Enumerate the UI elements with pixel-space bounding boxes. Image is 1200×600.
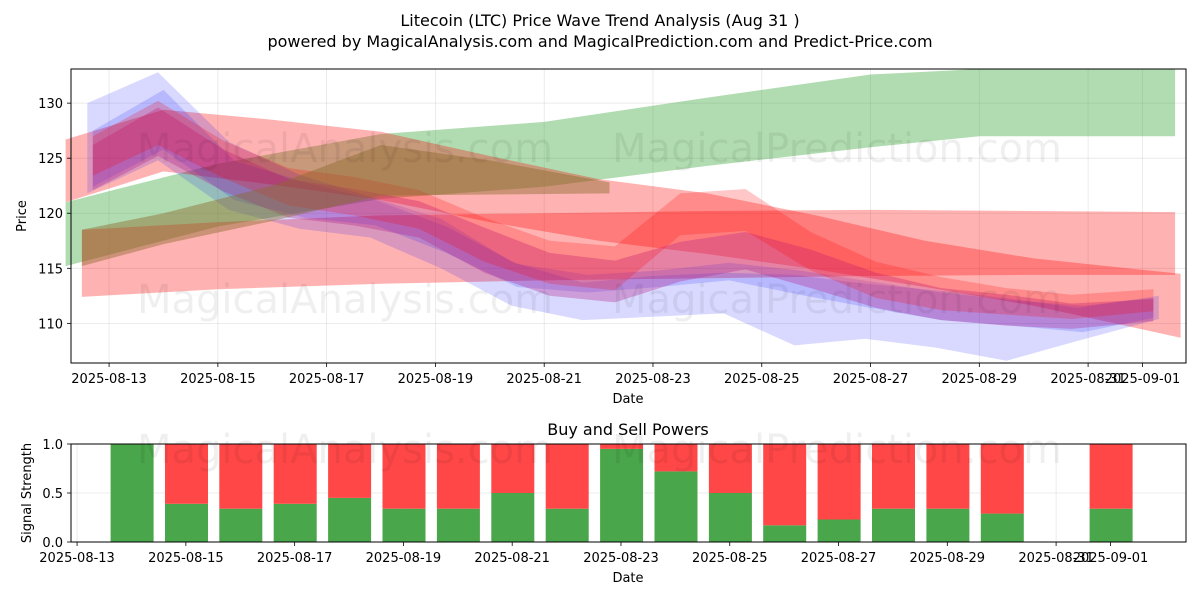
price-x-tick-label: 2025-08-23 — [615, 372, 691, 387]
sell-bar — [273, 444, 317, 504]
price-x-tick-label: 2025-08-31 — [1050, 372, 1126, 387]
signal-y-axis-label: Signal Strength — [20, 443, 35, 543]
sell-bar — [219, 444, 263, 509]
figure-subtitle: powered by MagicalAnalysis.com and Magic… — [267, 32, 932, 51]
signal-x-tick-label: 2025-08-19 — [366, 551, 442, 566]
watermark-bottom-right: MagicalPrediction.com — [612, 277, 1062, 323]
price-x-tick-label: 2025-08-15 — [180, 372, 256, 387]
sell-bar — [817, 444, 861, 520]
buy-bar — [708, 493, 752, 542]
price-x-tick-label: 2025-08-17 — [289, 372, 365, 387]
blue-wave-band — [87, 72, 1159, 361]
red-flat-band — [81, 209, 1176, 297]
signal-x-tick-label: 2025-08-13 — [39, 551, 115, 566]
signal-x-tick-label: 2025-08-23 — [583, 551, 659, 566]
buy-bar — [1089, 508, 1133, 542]
sell-bar — [545, 444, 589, 509]
signal-y-tick-label: 1.0 — [42, 438, 63, 453]
buy-bar — [654, 471, 698, 542]
purple-wave-band — [92, 107, 1154, 329]
buy-bar — [980, 513, 1024, 542]
signal-chart-title: Buy and Sell Powers — [547, 420, 709, 439]
price-y-tick-label: 110 — [38, 317, 63, 332]
signal-y-tick-label: 0.0 — [42, 536, 63, 551]
buy-bar — [328, 497, 372, 542]
buy-bar — [219, 508, 263, 542]
price-y-tick-label: 115 — [38, 262, 63, 277]
figure-title: Litecoin (LTC) Price Wave Trend Analysis… — [400, 11, 799, 30]
sell-bar — [872, 444, 915, 509]
buy-bar — [872, 508, 915, 542]
sell-bar — [926, 444, 970, 509]
signal-watermarks: MagicalAnalysis.com MagicalPrediction.co… — [137, 427, 1062, 473]
buy-bar — [545, 508, 589, 542]
price-x-tick-label: 2025-08-27 — [833, 372, 909, 387]
sell-bar — [654, 444, 698, 472]
watermark-signal-right: MagicalPrediction.com — [612, 427, 1062, 473]
buy-bar — [273, 503, 317, 542]
buy-bar — [110, 444, 154, 542]
sell-bar — [491, 444, 535, 493]
pink-wave-band — [92, 100, 1154, 320]
price-bands — [65, 69, 1181, 361]
price-grid — [71, 69, 1186, 363]
signal-x-axis: 2025-08-13 2025-08-15 2025-08-17 2025-08-19… — [39, 542, 1148, 566]
sell-bar — [980, 444, 1024, 514]
signal-bars — [110, 444, 1133, 542]
sell-bar — [763, 444, 807, 526]
buy-bar — [600, 448, 644, 542]
green-uptrend-band — [65, 69, 1176, 267]
signal-x-tick-label: 2025-08-15 — [148, 551, 224, 566]
watermark-bottom-left: MagicalAnalysis.com — [137, 277, 553, 323]
price-y-axis: 110 115 120 125 130 — [38, 97, 71, 332]
price-y-axis-label: Price — [15, 200, 30, 232]
price-watermarks: MagicalAnalysis.com MagicalPrediction.co… — [137, 126, 1062, 323]
buy-bar — [817, 519, 861, 542]
price-x-tick-label: 2025-08-25 — [724, 372, 800, 387]
signal-x-tick-label: 2025-08-17 — [257, 551, 333, 566]
sell-bar — [708, 444, 752, 493]
buy-bar — [436, 508, 480, 542]
sell-bar — [1089, 444, 1133, 509]
price-x-tick-label: 2025-08-13 — [71, 372, 147, 387]
price-y-tick-label: 130 — [38, 97, 63, 112]
price-y-tick-label: 125 — [38, 152, 63, 167]
sell-bar — [165, 444, 208, 504]
buy-bar — [382, 508, 426, 542]
signal-x-tick-label: 2025-08-27 — [801, 551, 877, 566]
sell-bar — [436, 444, 480, 509]
signal-y-tick-label: 0.5 — [42, 487, 63, 502]
buy-bar — [763, 525, 807, 542]
price-x-axis-label: Date — [612, 392, 643, 407]
olive-overlap-band — [81, 145, 610, 267]
price-x-tick-label: 2025-08-21 — [506, 372, 582, 387]
price-x-tick-label: 2025-09-01 — [1105, 372, 1181, 387]
blue-inner-band — [92, 89, 1154, 333]
price-chart: MagicalAnalysis.com MagicalPrediction.co… — [15, 68, 1187, 407]
price-y-tick-label: 120 — [38, 207, 63, 222]
signal-x-tick-label: 2025-08-21 — [474, 551, 550, 566]
signal-x-tick-label: 2025-08-29 — [910, 551, 986, 566]
sell-bar — [600, 444, 644, 449]
red-decline-band — [65, 109, 1181, 338]
signal-x-axis-label: Date — [612, 571, 643, 586]
signal-x-tick-label: 2025-08-31 — [1018, 551, 1094, 566]
sell-bar — [328, 444, 372, 498]
signal-x-tick-label: 2025-09-01 — [1073, 551, 1149, 566]
buy-bar — [165, 503, 208, 542]
price-x-tick-label: 2025-08-29 — [942, 372, 1018, 387]
watermark-signal-left: MagicalAnalysis.com — [137, 427, 553, 473]
price-x-axis: 2025-08-13 2025-08-15 2025-08-17 2025-08-19… — [71, 363, 1180, 387]
signal-x-tick-label: 2025-08-25 — [692, 551, 768, 566]
buy-bar — [926, 508, 970, 542]
signal-y-axis: 0.0 0.5 1.0 — [42, 438, 71, 551]
buy-bar — [491, 493, 535, 542]
sell-bar — [382, 444, 426, 509]
signal-chart: Buy and Sell Powers MagicalAnalysis.com … — [20, 420, 1187, 586]
watermark-top-right: MagicalPrediction.com — [612, 126, 1062, 172]
price-plot-frame — [70, 68, 1187, 364]
price-x-tick-label: 2025-08-19 — [398, 372, 474, 387]
watermark-top-left: MagicalAnalysis.com — [137, 126, 553, 172]
